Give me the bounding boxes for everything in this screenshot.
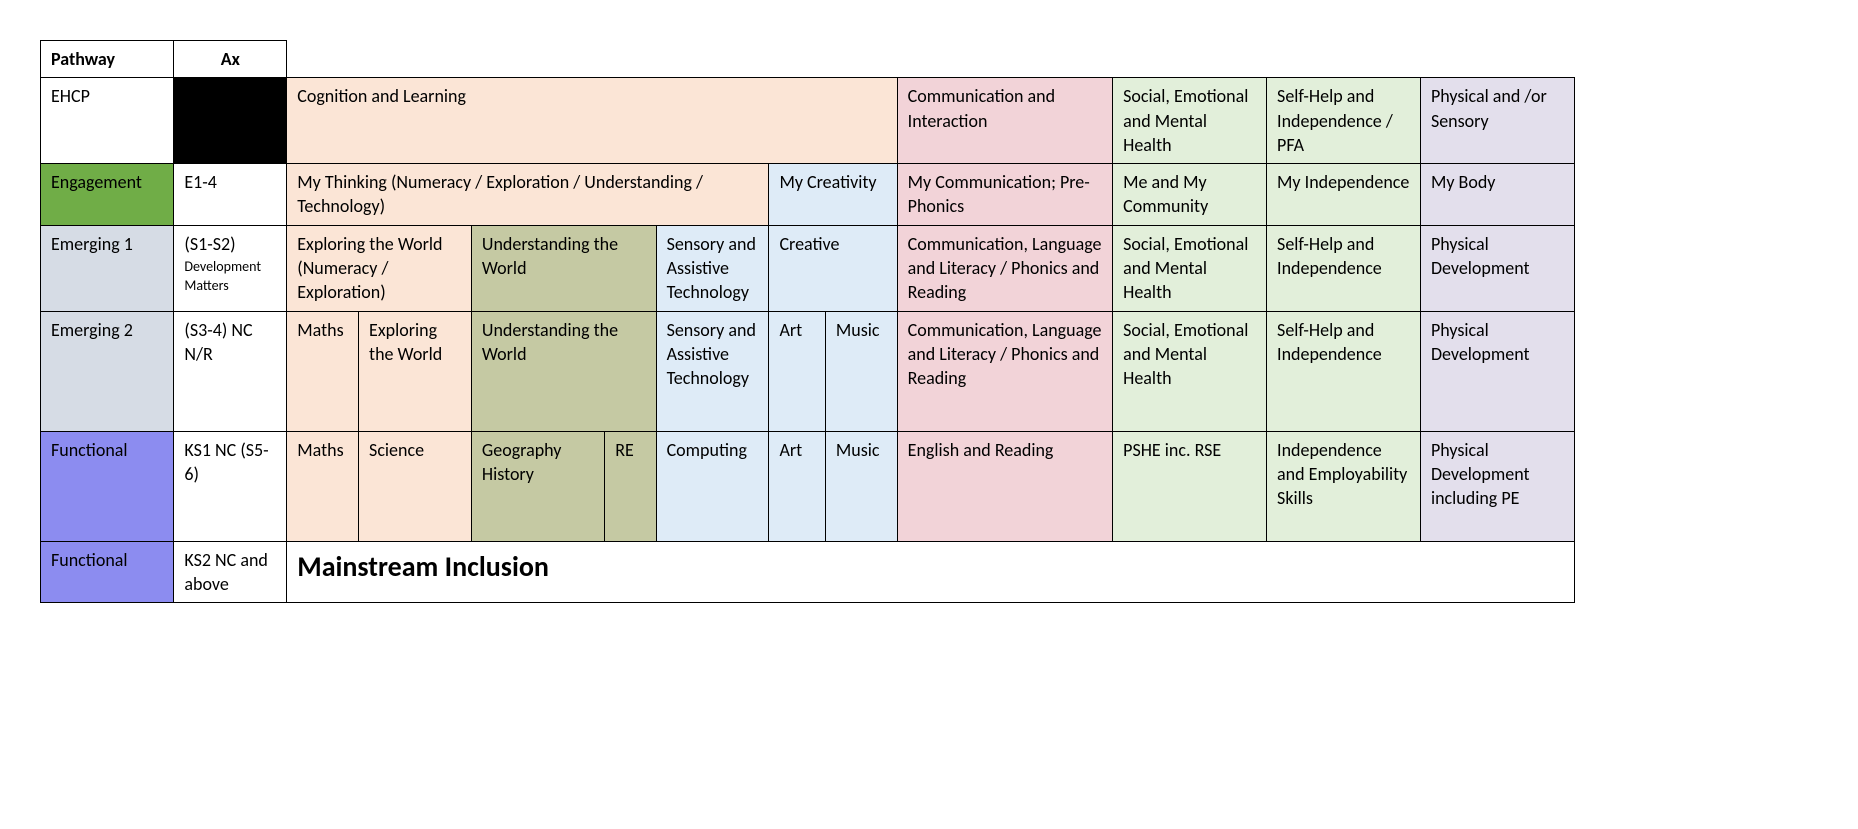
ehcp-comm: Communication and Interaction [897, 78, 1112, 164]
row-emerging1: Emerging 1 (S1-S2) Development Matters E… [41, 225, 1575, 311]
engagement-path: Engagement [41, 164, 174, 226]
functional1-computing: Computing [656, 431, 769, 541]
functional1-pshe: PSHE inc. RSE [1113, 431, 1267, 541]
functional1-geohist: Geography History [471, 431, 604, 541]
emerging1-ax-sub: Development Matters [184, 258, 276, 296]
ehcp-selfhelp: Self-Help and Independence / PFA [1267, 78, 1421, 164]
curriculum-table: Pathway Ax EHCP Cognition and Learning C… [40, 40, 1575, 603]
row-emerging2: Emerging 2 (S3-4) NC N/R Maths Exploring… [41, 311, 1575, 431]
emerging1-understand: Understanding the World [471, 225, 656, 311]
functional1-maths: Maths [287, 431, 359, 541]
functional1-english: English and Reading [897, 431, 1112, 541]
functional1-path: Functional [41, 431, 174, 541]
ehcp-path: EHCP [41, 78, 174, 164]
engagement-community: Me and My Community [1113, 164, 1267, 226]
emerging1-sensory: Sensory and Assistive Technology [656, 225, 769, 311]
row-functional2: Functional KS2 NC and above Mainstream I… [41, 541, 1575, 603]
engagement-creativity: My Creativity [769, 164, 897, 226]
emerging2-art: Art [769, 311, 825, 431]
hdr-pathway: Pathway [41, 41, 174, 78]
emerging1-ax-main: (S1-S2) [184, 233, 235, 255]
ehcp-physical: Physical and /or Sensory [1420, 78, 1574, 164]
engagement-ax: E1-4 [174, 164, 287, 226]
functional1-art: Art [769, 431, 825, 541]
ehcp-ax [174, 78, 287, 164]
functional2-mainstream: Mainstream Inclusion [287, 541, 1575, 603]
emerging1-cll: Communication, Language and Literacy / P… [897, 225, 1112, 311]
emerging1-creative: Creative [769, 225, 897, 311]
functional1-music: Music [825, 431, 897, 541]
emerging1-explore: Exploring the World (Numeracy / Explorat… [287, 225, 472, 311]
emerging1-selfhelp: Self-Help and Independence [1267, 225, 1421, 311]
functional1-physical: Physical Development including PE [1420, 431, 1574, 541]
engagement-body: My Body [1420, 164, 1574, 226]
row-functional1: Functional KS1 NC (S5-6) Maths Science G… [41, 431, 1575, 541]
emerging2-selfhelp: Self-Help and Independence [1267, 311, 1421, 431]
functional1-indep: Independence and Employability Skills [1267, 431, 1421, 541]
emerging2-maths: Maths [287, 311, 359, 431]
functional2-path: Functional [41, 541, 174, 603]
emerging1-semh: Social, Emotional and Mental Health [1113, 225, 1267, 311]
engagement-indep: My Independence [1267, 164, 1421, 226]
engagement-thinking: My Thinking (Numeracy / Exploration / Un… [287, 164, 769, 226]
emerging2-semh: Social, Emotional and Mental Health [1113, 311, 1267, 431]
row-header: Pathway Ax [41, 41, 1575, 78]
emerging2-cll: Communication, Language and Literacy / P… [897, 311, 1112, 431]
row-ehcp: EHCP Cognition and Learning Communicatio… [41, 78, 1575, 164]
emerging2-music: Music [825, 311, 897, 431]
emerging2-ax: (S3-4) NC N/R [174, 311, 287, 431]
emerging2-physical: Physical Development [1420, 311, 1574, 431]
hdr-spacer [287, 41, 1575, 78]
ehcp-semh: Social, Emotional and Mental Health [1113, 78, 1267, 164]
emerging2-explore: Exploring the World [359, 311, 472, 431]
emerging2-sensory: Sensory and Assistive Technology [656, 311, 769, 431]
emerging1-physical: Physical Development [1420, 225, 1574, 311]
functional2-ax: KS2 NC and above [174, 541, 287, 603]
functional1-re: RE [605, 431, 656, 541]
emerging1-ax: (S1-S2) Development Matters [174, 225, 287, 311]
hdr-ax: Ax [174, 41, 287, 78]
emerging2-path: Emerging 2 [41, 311, 174, 431]
engagement-comm: My Communication; Pre-Phonics [897, 164, 1112, 226]
emerging1-path: Emerging 1 [41, 225, 174, 311]
functional1-ax: KS1 NC (S5-6) [174, 431, 287, 541]
row-engagement: Engagement E1-4 My Thinking (Numeracy / … [41, 164, 1575, 226]
ehcp-cognition: Cognition and Learning [287, 78, 897, 164]
emerging2-understand: Understanding the World [471, 311, 656, 431]
functional1-science: Science [359, 431, 472, 541]
